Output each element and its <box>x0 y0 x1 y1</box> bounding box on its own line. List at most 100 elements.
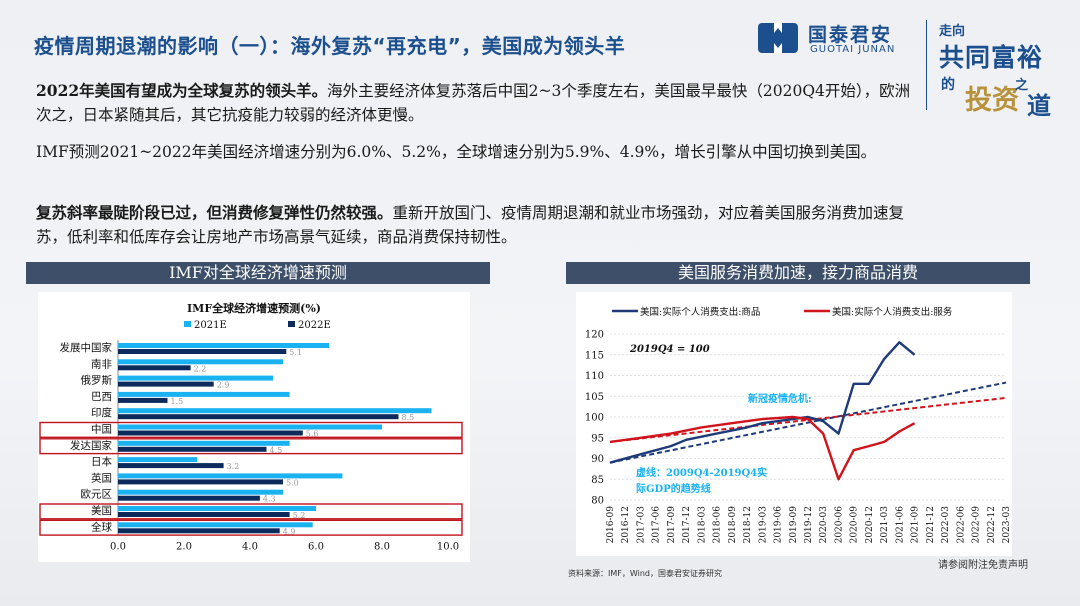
x-tick-label: 2018-03 <box>697 506 707 544</box>
bar-2022 <box>118 381 214 387</box>
x-tick-label: 2022-03 <box>941 506 951 544</box>
logo-chinese-text: 国泰君安 <box>808 24 893 46</box>
x-tick-label: 2020-12 <box>865 506 875 543</box>
category-label: 发展中国家 <box>60 341 113 354</box>
category-label: 巴西 <box>91 391 112 403</box>
series-line <box>609 415 916 481</box>
bar-2021 <box>118 424 382 430</box>
category-label: 发达国家 <box>70 439 112 452</box>
x-tick-label: 2018-06 <box>713 506 723 544</box>
x-tick-label: 2022-06 <box>956 506 966 544</box>
legend-swatch-2022 <box>288 321 295 327</box>
x-tick-label: 2018-12 <box>743 506 753 543</box>
x-tick-label: 2023-03 <box>1002 506 1012 544</box>
trend-line <box>609 396 1007 443</box>
paragraph-consumption: 复苏斜率最陡阶段已过，但消费修复弹性仍然较强。重新开放国门、疫情周期退潮和就业市… <box>36 201 916 249</box>
bar-2022 <box>118 414 399 420</box>
highlight-box <box>39 519 463 536</box>
x-tick-label: 2019-03 <box>758 506 768 544</box>
x-tick-label: 2019-12 <box>804 506 814 543</box>
category-label: 中国 <box>91 423 112 436</box>
bar-2021 <box>118 489 283 495</box>
x-tick-label: 8.0 <box>374 542 390 553</box>
paragraph-1-body: 海外主要经济体复苏落后中国2~3个季度左右，美国最早最快（2020Q4开始），欧… <box>36 82 911 124</box>
y-tick-label: 120 <box>585 330 604 341</box>
x-tick-label: 2020-06 <box>834 506 844 544</box>
data-label-2022: 5.6 <box>306 430 319 439</box>
x-tick-label: 2018-09 <box>728 506 738 544</box>
highlight-box <box>39 421 463 439</box>
slogan-part-4: 投资 <box>965 85 1019 116</box>
legend-label-goods: 美国:实际个人消费支出:商品 <box>640 306 760 318</box>
data-label-2022: 5.1 <box>289 348 302 357</box>
highlight-box <box>39 438 463 455</box>
bar-2021 <box>118 457 198 463</box>
x-tick-label: 2017-03 <box>636 506 646 544</box>
category-label: 全球 <box>91 520 112 533</box>
bar-2022 <box>118 446 267 452</box>
paragraph-3-heading: 复苏斜率最陡阶段已过，但消费修复弹性仍然较强。 <box>36 203 393 222</box>
x-tick-label: 6.0 <box>308 542 324 553</box>
data-label-2022: 8.5 <box>402 413 415 422</box>
bar-2021 <box>118 522 313 528</box>
slogan-part-6: 道 <box>1027 91 1051 120</box>
bar-2021 <box>118 375 274 381</box>
legend-swatch-2021 <box>184 321 191 327</box>
annotation-base: 2019Q4 = 100 <box>629 344 710 355</box>
logo-emblem-icon <box>758 23 798 53</box>
x-tick-label: 2021-03 <box>880 506 890 544</box>
x-tick-label: 10.0 <box>437 542 459 553</box>
y-tick-label: 110 <box>585 371 604 382</box>
y-tick-label: 90 <box>591 454 604 465</box>
x-tick-label: 2021-09 <box>911 506 921 544</box>
imf-growth-chart-panel: IMF全球经济增速预测(%) 2021E 2022E 发展中国家 5.1 南非 2.2 俄罗斯… <box>38 292 470 562</box>
data-label-2022: 1.5 <box>171 397 184 406</box>
x-tick-label: 2021-06 <box>895 506 905 544</box>
paragraph-1-heading: 2022年美国有望成为全球复苏的领头羊。 <box>36 81 328 100</box>
x-tick-label: 0.0 <box>110 542 126 553</box>
x-tick-label: 2017-06 <box>652 506 662 544</box>
bar-2022 <box>118 495 260 501</box>
logo-english-text: GUOTAI JUNAN <box>810 44 896 55</box>
category-label: 印度 <box>91 406 112 419</box>
category-label: 南非 <box>91 357 112 370</box>
x-tick-label: 2019-06 <box>774 506 784 544</box>
page-title: 疫情周期退潮的影响（一）：海外复苏“再充电”，美国成为领头羊 <box>34 34 626 58</box>
chart-title: IMF全球经济增速预测(%) <box>187 301 321 315</box>
bar-2021 <box>118 359 283 365</box>
x-tick-label: 2.0 <box>176 542 192 553</box>
bar-2021 <box>118 408 432 414</box>
x-tick-label: 4.0 <box>242 542 258 553</box>
y-tick-label: 85 <box>591 475 604 486</box>
x-tick-label: 2022-12 <box>987 506 997 543</box>
bar-2021 <box>118 391 290 397</box>
bar-2022 <box>118 397 168 403</box>
bar-2022 <box>118 479 283 485</box>
legend-label-services: 美国:实际个人消费支出:服务 <box>832 306 953 318</box>
data-label-2022: 4.5 <box>270 446 283 455</box>
paragraph-3-body: 重新开放国门、疫情周期退潮和就业市场强劲，对应着美国服务消费加速复苏，低利率和低… <box>36 204 905 246</box>
slogan-part-3: 的 <box>941 77 955 93</box>
x-tick-label: 2022-09 <box>972 506 982 544</box>
y-tick-label: 115 <box>585 350 604 361</box>
y-tick-label: 80 <box>591 496 604 507</box>
us-consumption-chart-panel: 美国:实际个人消费支出:商品 美国:实际个人消费支出:服务 80 85 90 95 100 1… <box>576 292 1012 556</box>
bar-2022 <box>118 528 280 534</box>
x-tick-label: 2019-09 <box>789 506 799 544</box>
highlight-box <box>39 503 463 520</box>
data-label-2022: 4.3 <box>263 495 276 504</box>
category-label: 欧元区 <box>81 489 113 501</box>
bar-2022 <box>118 463 224 469</box>
disclaimer-note: 请参阅附注免责声明 <box>938 560 1028 571</box>
x-tick-label: 2017-12 <box>682 506 692 543</box>
header-divider <box>926 20 927 110</box>
legend-label-2022: 2022E <box>298 320 331 331</box>
bar-2021 <box>118 343 330 348</box>
data-label-2022: 2.2 <box>194 364 207 373</box>
x-tick-label: 2017-09 <box>667 506 677 544</box>
category-label: 俄罗斯 <box>81 374 113 387</box>
annotation-crisis: 新冠疫情危机: <box>748 392 812 405</box>
y-tick-label: 95 <box>591 433 604 444</box>
y-tick-label: 100 <box>585 413 604 424</box>
x-tick-label: 2020-09 <box>850 506 860 544</box>
